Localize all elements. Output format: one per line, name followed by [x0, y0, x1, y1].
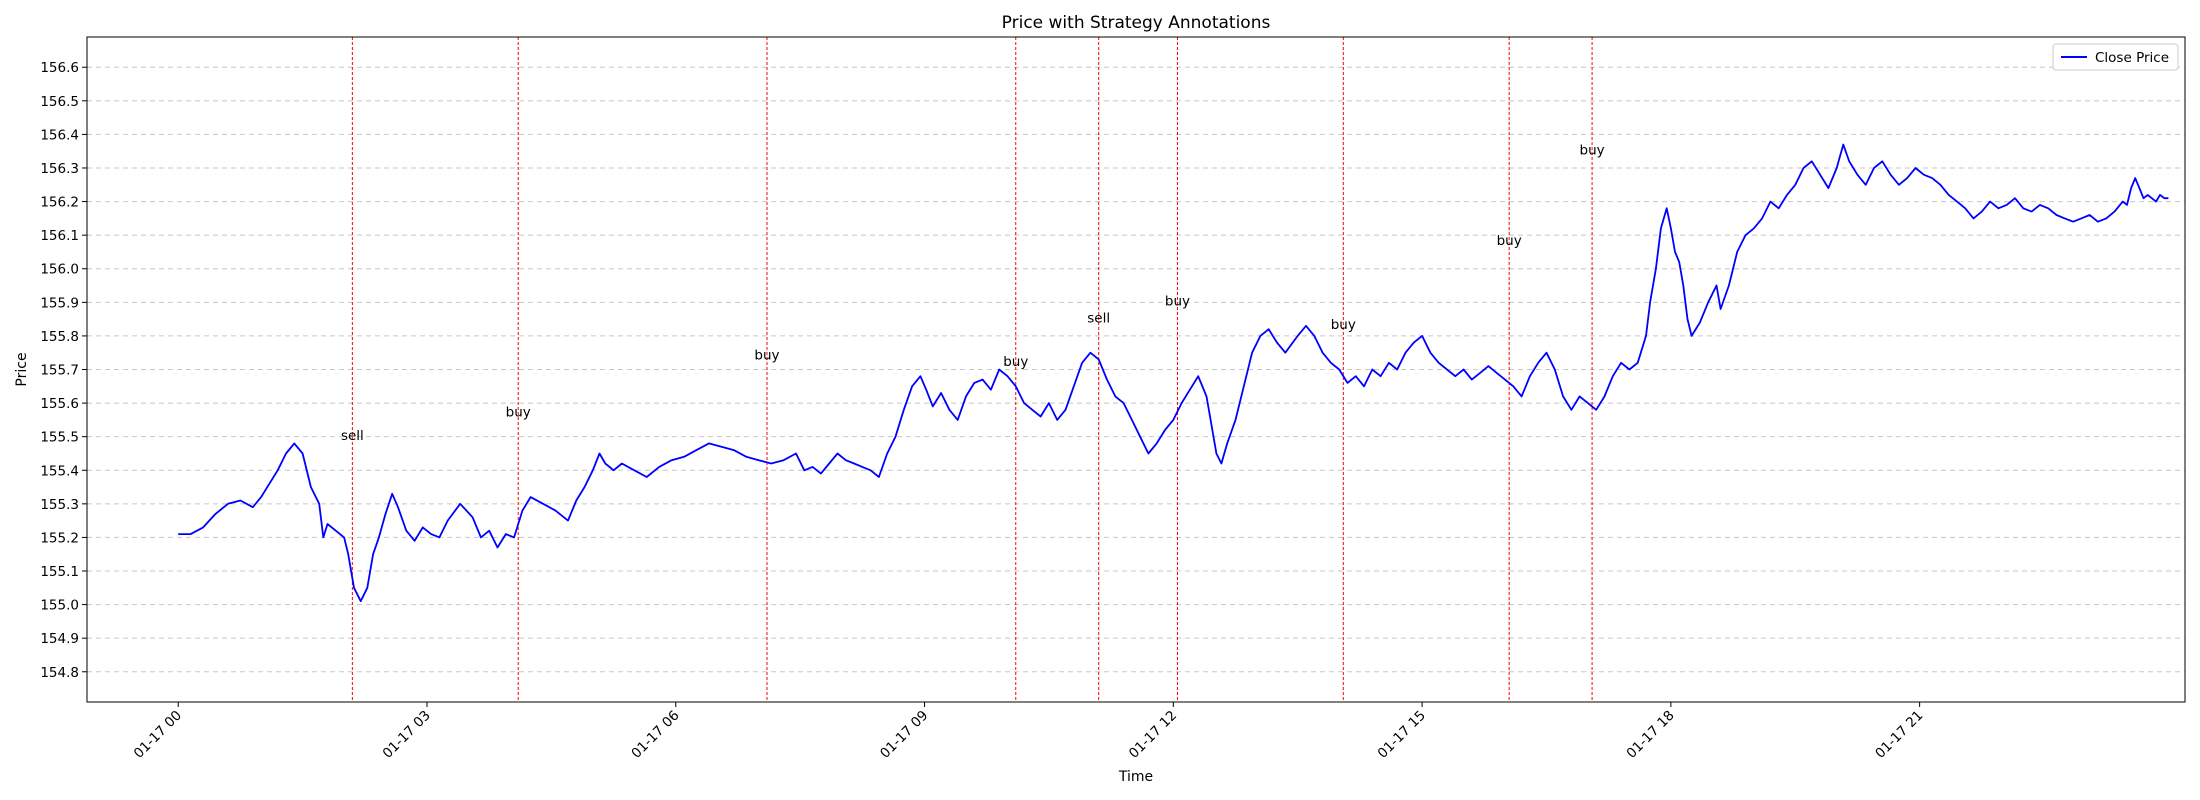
y-tick-label: 155.6	[40, 396, 79, 412]
y-tick-label: 156.4	[40, 127, 79, 143]
y-tick-label: 154.8	[40, 665, 79, 681]
signal-label-buy: buy	[1497, 233, 1522, 249]
y-tick-label: 155.8	[40, 329, 79, 345]
x-tick-label: 01-17 12	[1126, 708, 1180, 762]
x-axis-label: Time	[1118, 769, 1153, 785]
signal-label-sell: sell	[341, 428, 364, 444]
signal-label-sell: sell	[1087, 310, 1110, 326]
signal-label-buy: buy	[1003, 354, 1028, 370]
y-tick-label: 155.7	[40, 363, 79, 379]
y-tick-label: 156.5	[40, 94, 79, 110]
y-tick-label: 156.1	[40, 228, 79, 244]
y-tick-label: 156.6	[40, 60, 79, 76]
y-tick-label: 154.9	[40, 631, 79, 647]
x-tick-label: 01-17 21	[1872, 708, 1926, 762]
signal-label-buy: buy	[754, 347, 779, 363]
series-line-close-price	[178, 143, 2169, 603]
chart-title: Price with Strategy Annotations	[1002, 13, 1271, 33]
signal-annotations: sell buy buy buy sell buy buy buy buy	[341, 143, 1605, 444]
x-axis-ticks: 01-17 00 01-17 03 01-17 06 01-17 09 01-17 12…	[131, 702, 1926, 762]
y-tick-label: 155.0	[40, 598, 79, 614]
y-tick-label: 156.2	[40, 195, 79, 211]
legend-box	[2052, 43, 2179, 71]
signal-lines	[351, 37, 1593, 702]
legend: Close Price	[2052, 43, 2179, 71]
y-tick-label: 155.5	[40, 430, 79, 446]
legend-label-close-price: Close Price	[2095, 50, 2169, 66]
y-axis-ticks: 154.8 154.9 155.0 155.1 155.2 155.3 155.4 155.5…	[40, 60, 87, 681]
y-tick-label: 155.3	[40, 497, 79, 513]
grid-lines	[87, 66, 2185, 673]
y-axis-label: Price	[14, 352, 30, 386]
series-group	[178, 143, 2169, 603]
signal-label-buy: buy	[1165, 294, 1190, 310]
x-tick-label: 01-17 18	[1623, 708, 1677, 762]
x-tick-label: 01-17 00	[131, 708, 185, 762]
y-tick-label: 156.0	[40, 262, 79, 278]
y-tick-label: 155.4	[40, 463, 79, 479]
x-tick-label: 01-17 09	[877, 708, 931, 762]
signal-label-buy: buy	[1580, 143, 1605, 159]
x-tick-label: 01-17 06	[628, 708, 682, 762]
y-tick-label: 155.1	[40, 564, 79, 580]
y-tick-label: 155.2	[40, 530, 79, 546]
signal-label-buy: buy	[1331, 317, 1356, 333]
signal-label-buy: buy	[506, 405, 531, 421]
y-tick-label: 155.9	[40, 295, 79, 311]
y-tick-label: 156.3	[40, 161, 79, 177]
x-tick-label: 01-17 15	[1375, 708, 1429, 762]
x-tick-label: 01-17 03	[380, 708, 434, 762]
